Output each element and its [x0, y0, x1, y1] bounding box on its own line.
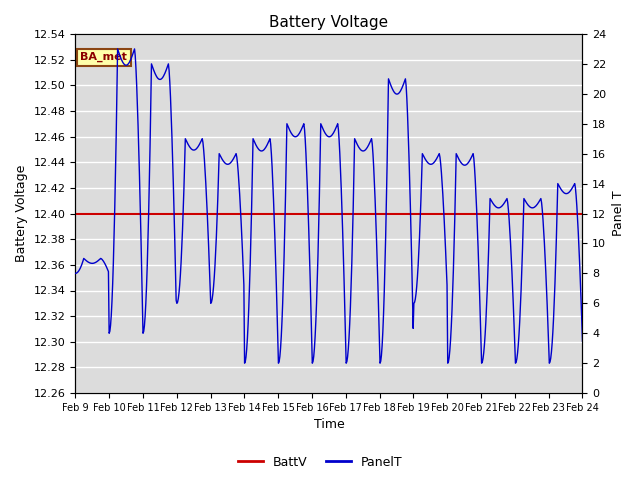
Text: BA_met: BA_met [81, 52, 127, 62]
Y-axis label: Panel T: Panel T [612, 191, 625, 236]
X-axis label: Time: Time [314, 419, 344, 432]
Title: Battery Voltage: Battery Voltage [269, 15, 388, 30]
Legend: BattV, PanelT: BattV, PanelT [232, 451, 408, 474]
Y-axis label: Battery Voltage: Battery Voltage [15, 165, 28, 262]
